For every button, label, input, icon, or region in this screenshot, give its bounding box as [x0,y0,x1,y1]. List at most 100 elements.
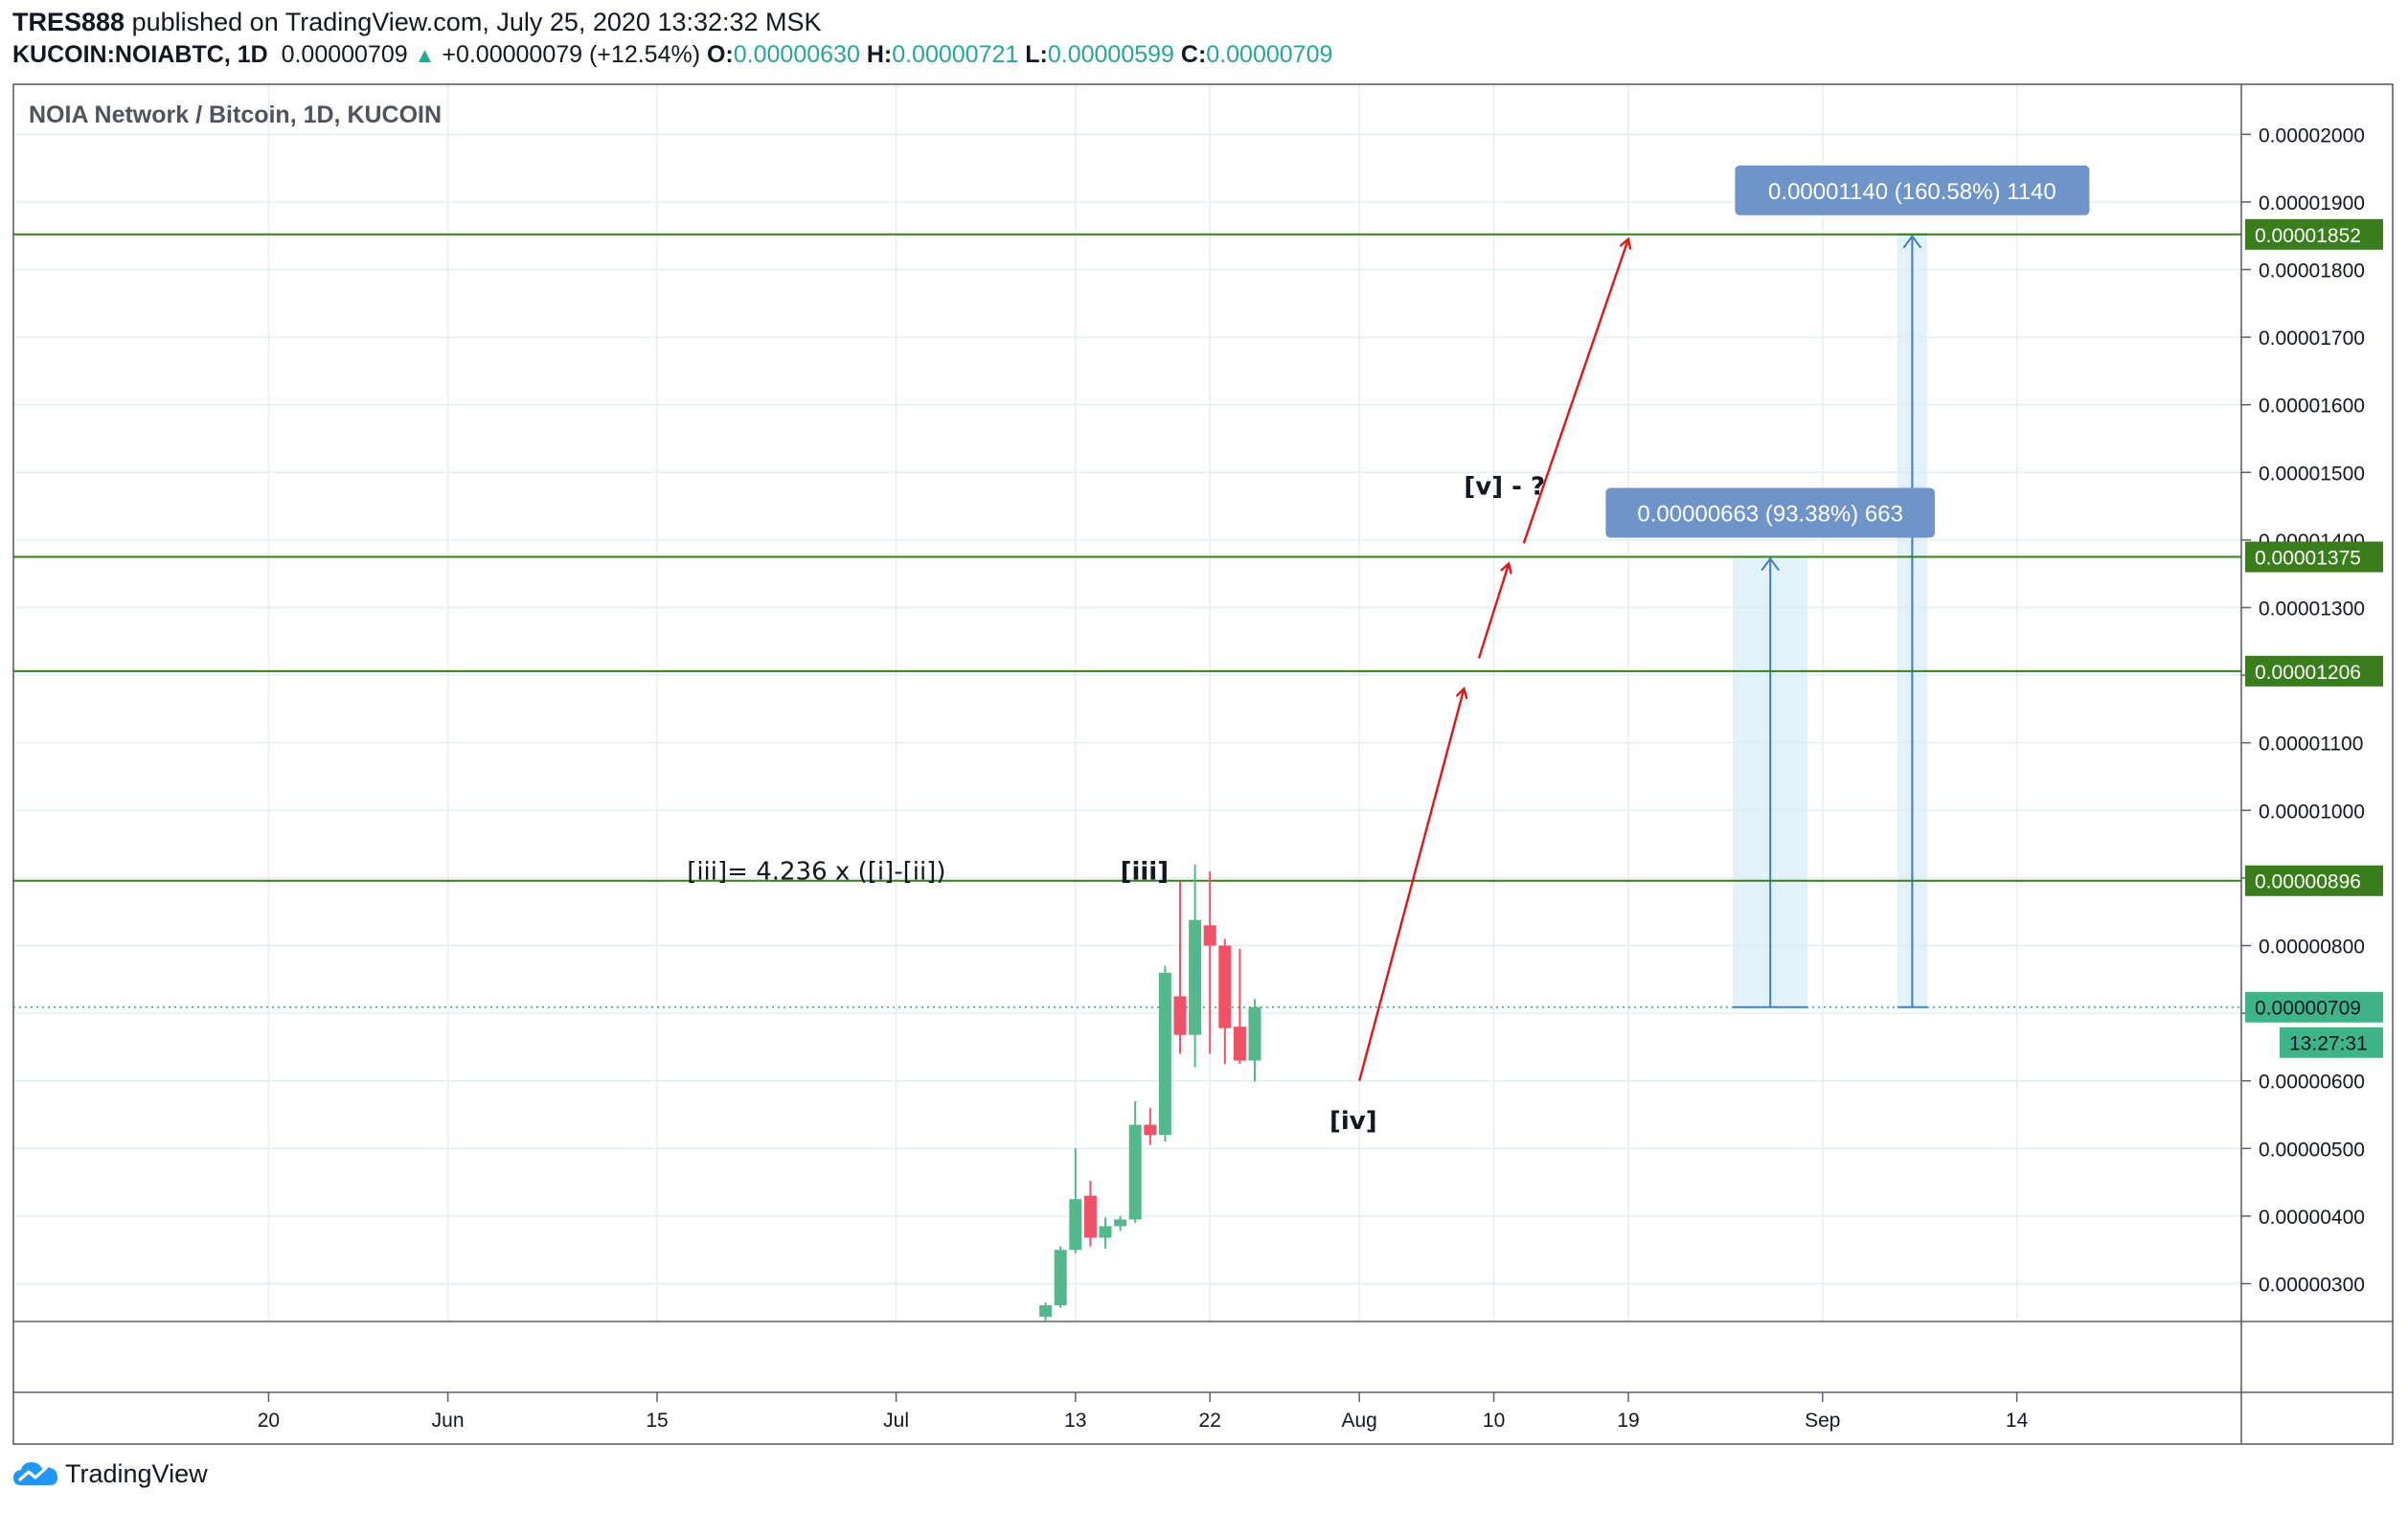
tradingview-logo[interactable]: TradingView [11,1458,208,1489]
measure-range-2 [1897,233,1927,1008]
candle-body [1099,1226,1112,1238]
price-tag-text: 0.00001852 [2255,225,2361,247]
symbol-label: KUCOIN:NOIABTC, 1D [12,41,268,68]
time-tick-label: 13 [1064,1410,1086,1432]
candles [1039,864,1261,1321]
time-tick-label: 14 [2006,1410,2029,1432]
low-label: L: [1025,41,1048,68]
price-tick-label: 0.00000500 [2259,1139,2365,1161]
price-tag-bg [2245,218,2383,250]
time-tick-label: Jul [883,1410,909,1432]
price-tick-label: 0.00002000 [2259,124,2365,147]
candle-body [1144,1124,1157,1136]
candle-body [1248,1006,1261,1061]
measure-arrowhead [1902,235,1922,249]
brand-name: TradingView [65,1458,208,1488]
publisher-name[interactable]: TRES888 [12,8,125,36]
measure-label-1: 0.00000663 (93.38%) 663 [1605,487,1935,538]
candle-body [1233,1027,1246,1061]
candle [1218,938,1232,1065]
up-triangle-icon: ▲ [414,43,436,67]
last-price: 0.00000709 [281,41,408,68]
candle-body [1083,1195,1097,1238]
price-tag-text: 0.00001375 [2255,548,2361,570]
price-tag-bg [2245,865,2383,896]
candle-body [1054,1250,1067,1306]
current-price-tag: 0.00000709 13:27:31 [2245,991,2383,1058]
low-value: 0.00000599 [1047,41,1174,68]
price-tick-label: 0.00001900 [2259,192,2365,215]
time-tick-label: 19 [1617,1410,1639,1432]
price-tick-label: 0.00000300 [2259,1275,2365,1297]
price-tag-text: 0.00001206 [2255,662,2361,684]
plot-area: [iii]= 4.236 x ([i]-[ii]) [iii] [iv] [v] - … [13,165,2241,1321]
projection-arrow-3 [1522,239,1628,544]
candle [1099,1217,1112,1249]
candle [1069,1148,1082,1253]
measure-label-text: 0.00001140 (160.58%) 1140 [1768,179,2056,205]
price-tick-label: 0.00001600 [2259,395,2365,418]
current-price-text: 0.00000709 [2255,998,2361,1020]
price-tag-3: 0.00001206 [2245,655,2383,687]
publish-line: TRES888 published on TradingView.com, Ju… [12,6,822,38]
close-value: 0.00000709 [1206,41,1333,68]
price-tag-2: 0.00001375 [2245,541,2383,573]
price-tick-label: 0.00000800 [2259,937,2365,959]
candle-body [1203,925,1216,946]
price-tick-label: 0.00001800 [2259,260,2365,282]
candle [1173,881,1187,1054]
publish-info: published on TradingView.com, July 25, 2… [131,8,822,36]
measure-label-text: 0.00000663 (93.38%) 663 [1637,502,1903,528]
time-tick-label: 10 [1483,1410,1505,1432]
time-tick-label: Jun [432,1410,465,1432]
candle [1144,1107,1157,1145]
candle-body [1069,1199,1082,1251]
price-axis: 0.00000300 0.00000400 0.00000500 0.00000600… [2241,124,2383,1297]
wave-label-2: [iii] [1121,857,1170,886]
time-tick-label: Sep [1805,1410,1840,1432]
price-change: +0.00000079 (+12.54%) [442,41,701,68]
candle [1083,1181,1097,1247]
candle [1114,1215,1127,1231]
candle [1203,870,1216,1054]
price-tag-bg [2245,655,2383,687]
price-tag-4: 0.00000896 [2245,865,2383,896]
candle-body [1128,1124,1142,1220]
candle [1233,949,1246,1065]
candle-body [1189,919,1202,1035]
tradingview-cloud-icon [13,1462,57,1485]
close-label: C: [1180,41,1207,68]
countdown-bg [2280,1027,2383,1058]
time-tick-label: 22 [1199,1410,1221,1432]
price-tick-label: 0.00001100 [2259,734,2363,756]
candle-body [1158,972,1171,1136]
candle [1054,1246,1067,1308]
measure-label-bg [1605,487,1935,538]
time-tick-label: 20 [258,1410,280,1432]
measure-arrowhead [1761,556,1780,572]
price-tag-text: 0.00000896 [2255,871,2361,893]
projection-arrow-1 [1358,689,1464,1082]
price-tick-label: 0.00000600 [2259,1072,2365,1094]
current-price-bg [2245,991,2383,1023]
price-tag-1: 0.00001852 [2245,218,2383,250]
grid [13,84,2241,1321]
chart-frame [12,83,2394,1445]
candle [1158,965,1171,1142]
projection-arrow-2 [1477,564,1509,659]
price-tag-bg [2245,541,2383,573]
high-label: H: [866,41,893,68]
candle [1039,1302,1053,1321]
candle-body [1173,996,1187,1035]
high-value: 0.00000721 [892,41,1019,68]
measure-label-2: 0.00001140 (160.58%) 1140 [1735,165,2090,215]
time-tick-label: Aug [1342,1410,1377,1432]
ohlc-line: KUCOIN:NOIABTC, 1D 0.00000709 ▲ +0.00000… [12,38,1332,72]
wave-label-4: [v] - ? [1464,473,1545,502]
time-axis: 20 Jun 15 Jul 13 22 Aug 10 19 Sep 14 [258,1392,2029,1432]
countdown-text: 13:27:31 [2289,1033,2368,1055]
price-tick-label: 0.00001000 [2259,801,2365,823]
price-tick-label: 0.00001500 [2259,463,2365,485]
candle-body [1039,1305,1053,1318]
